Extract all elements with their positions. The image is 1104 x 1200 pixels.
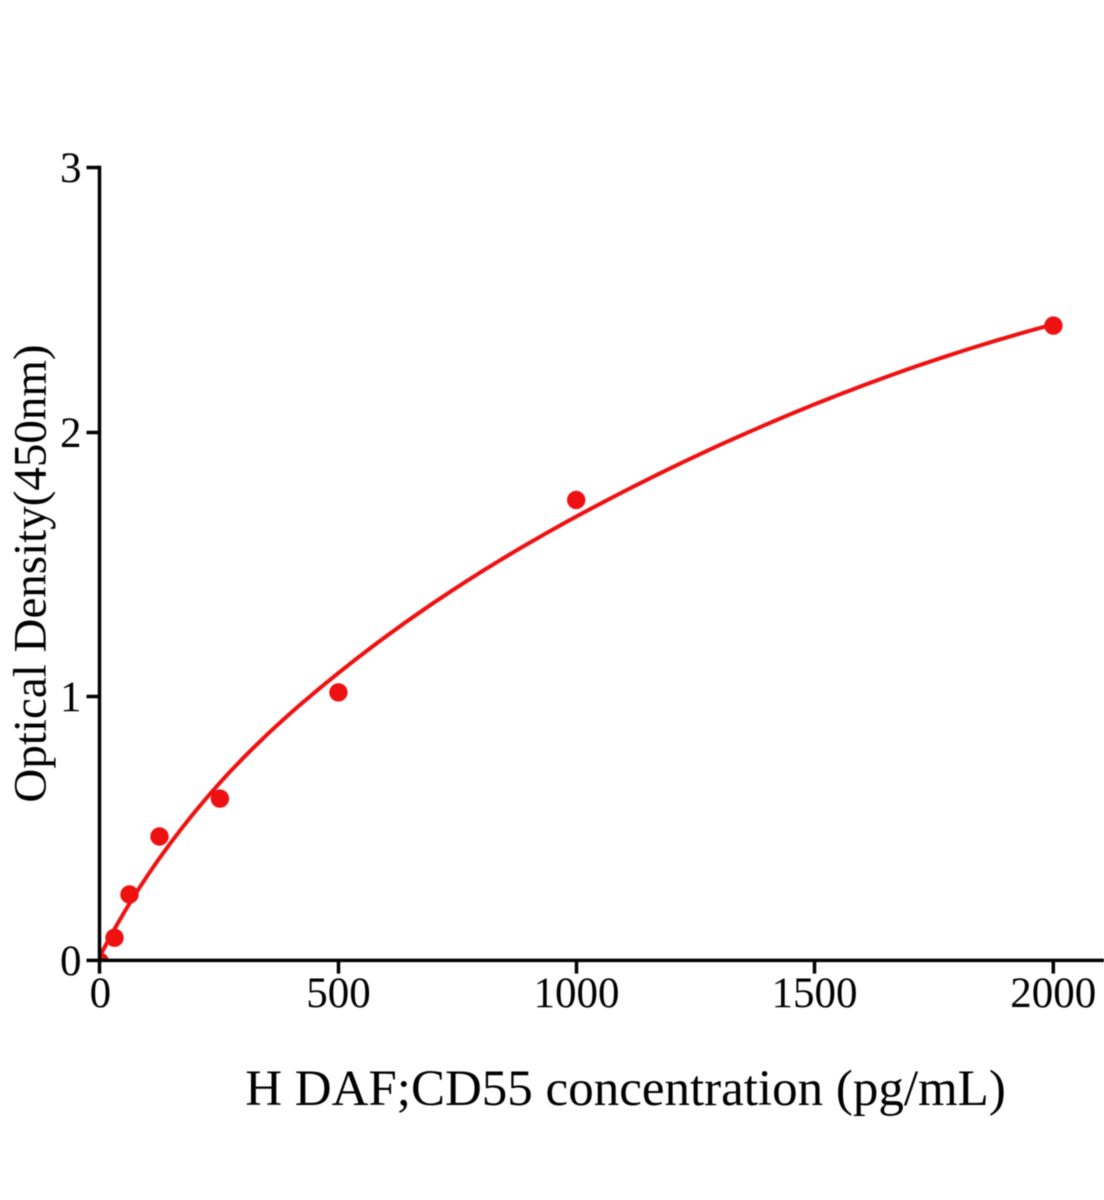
svg-text:0: 0 xyxy=(60,938,82,985)
svg-text:1500: 1500 xyxy=(772,970,858,1017)
svg-text:0: 0 xyxy=(90,970,112,1017)
svg-text:1: 1 xyxy=(60,674,82,721)
svg-text:1000: 1000 xyxy=(534,970,620,1017)
svg-text:2000: 2000 xyxy=(1010,970,1096,1017)
svg-text:H DAF;CD55 concentration (pg/m: H DAF;CD55 concentration (pg/mL) xyxy=(245,1061,1006,1117)
svg-text:3: 3 xyxy=(60,145,82,192)
svg-text:500: 500 xyxy=(306,970,371,1017)
svg-text:2: 2 xyxy=(60,410,82,457)
svg-text:Optical Density(450nm): Optical Density(450nm) xyxy=(5,344,57,802)
